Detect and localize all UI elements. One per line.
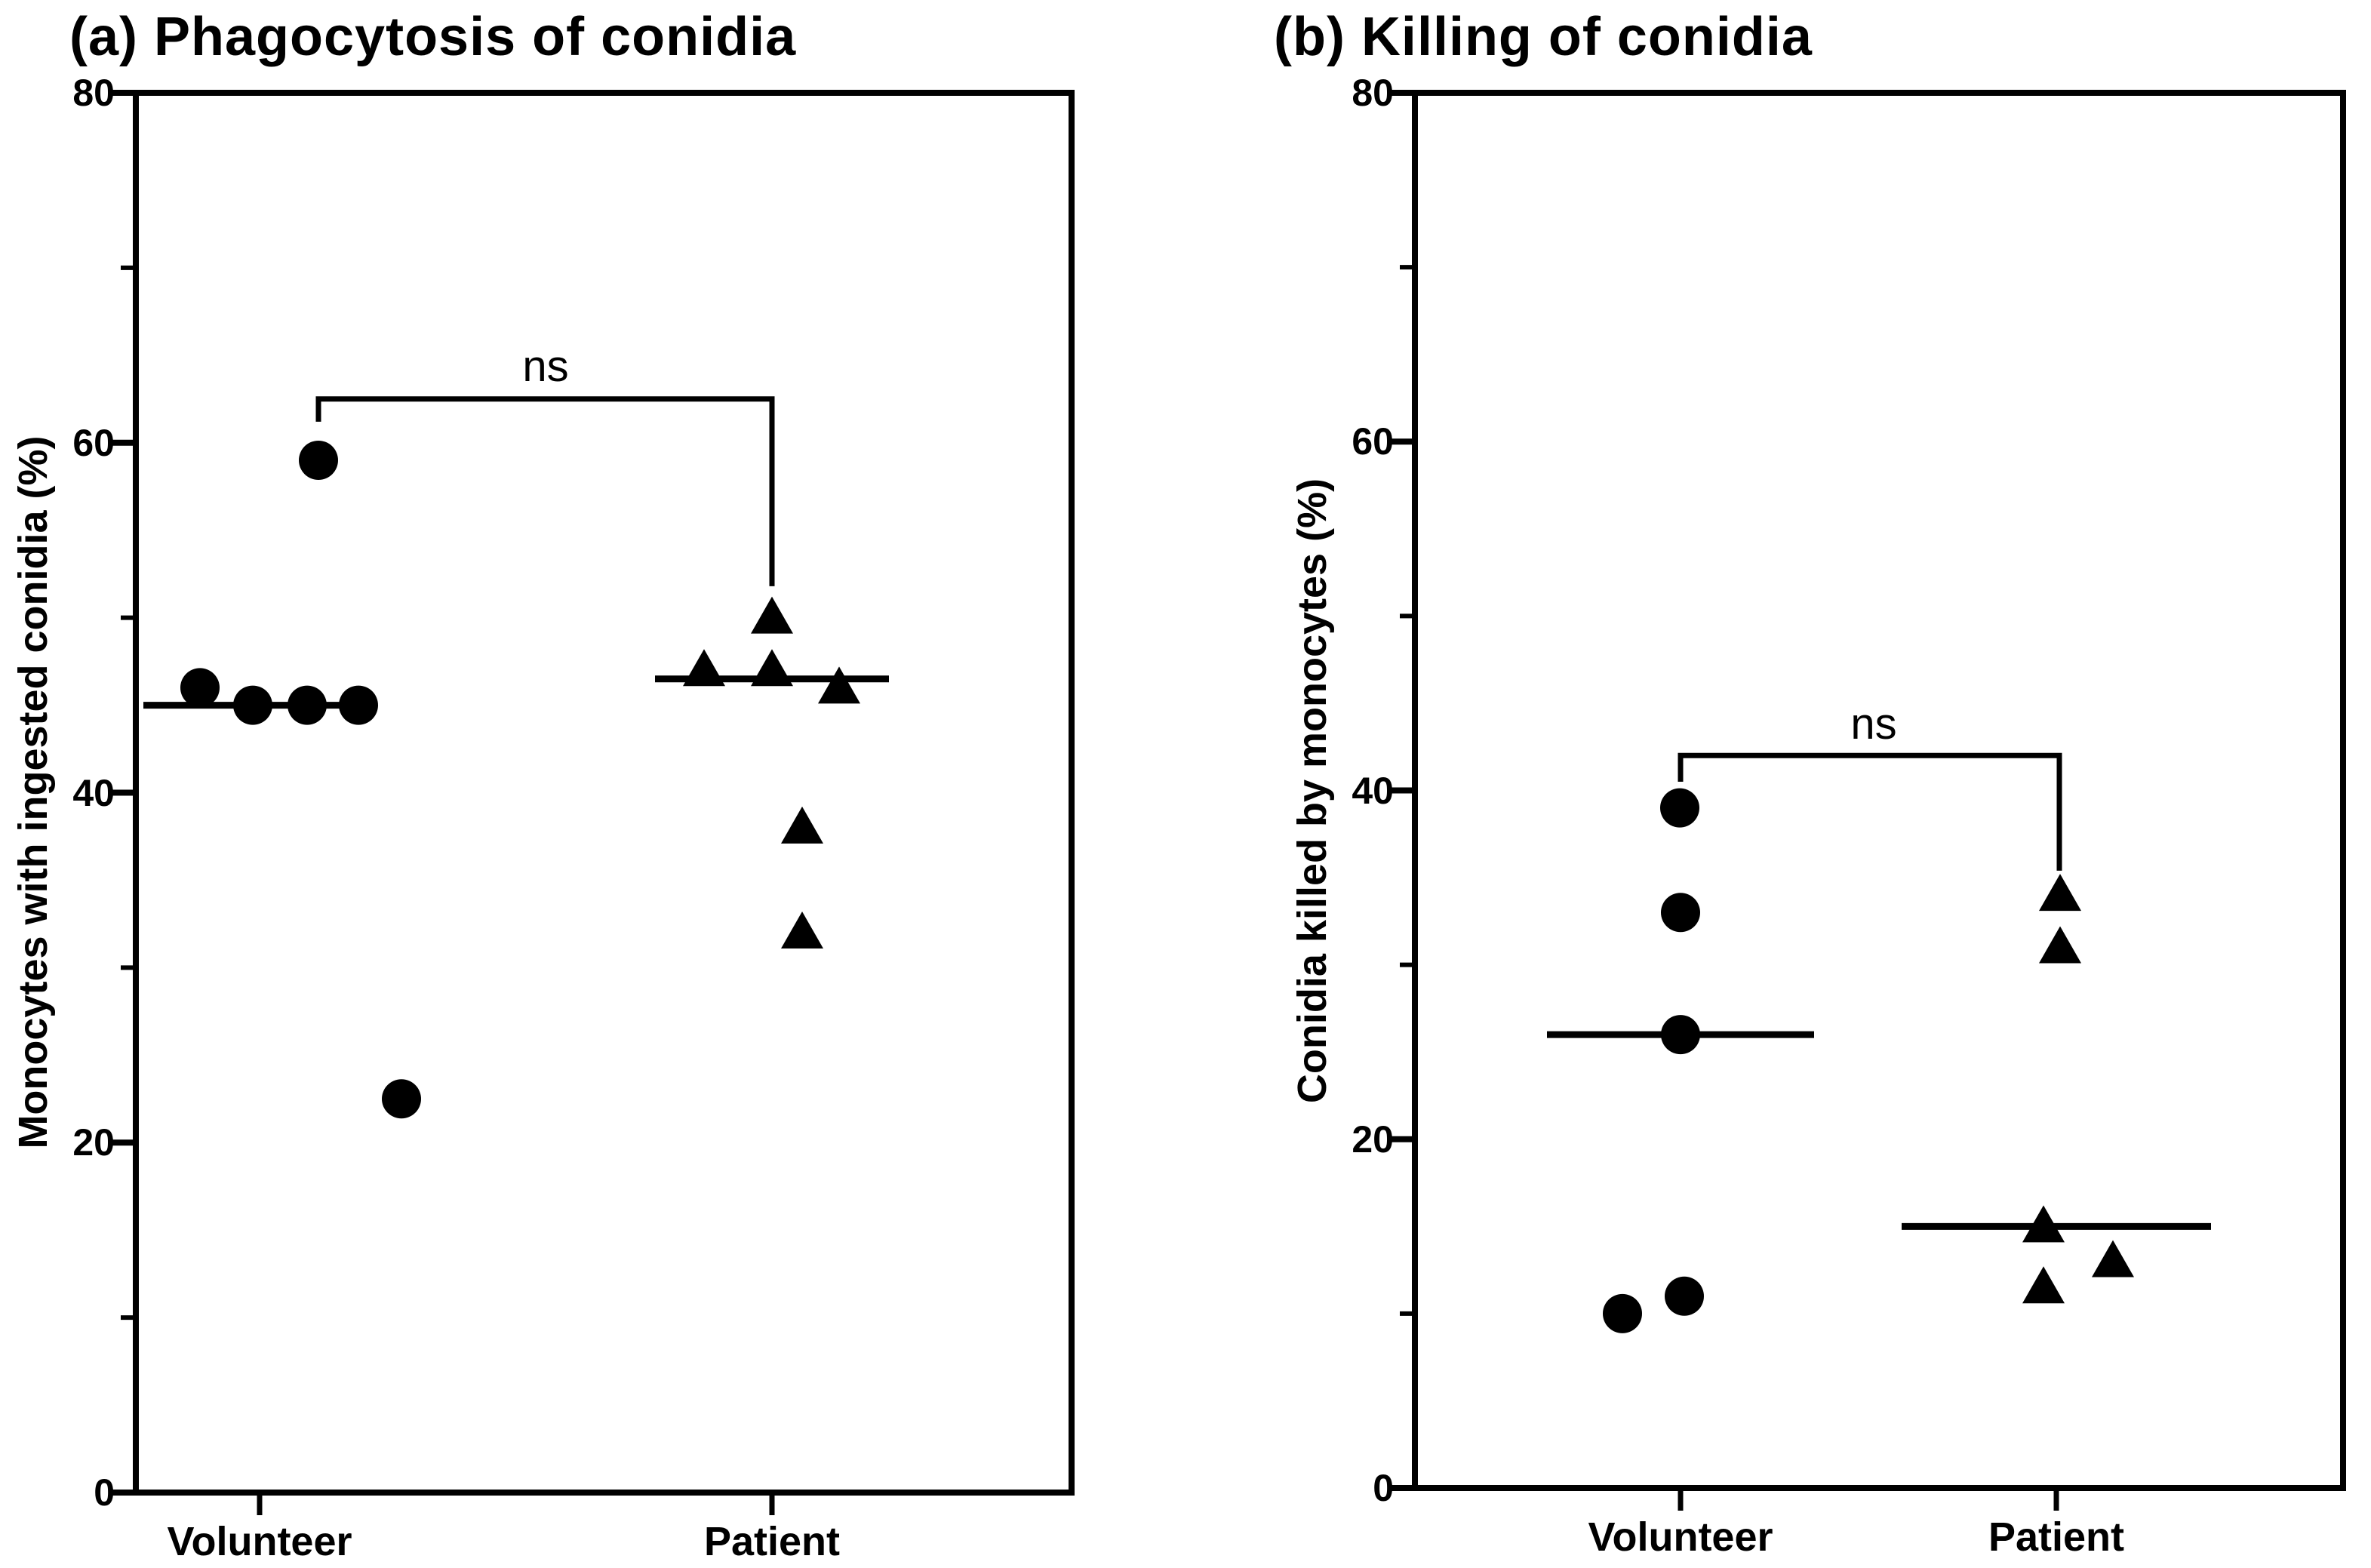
panel-a-category-label-patient: Patient: [703, 1519, 841, 1564]
panel-b-significance-label: ns: [1850, 699, 1897, 749]
data-point-circle: [1661, 1015, 1700, 1055]
data-point-circle: [233, 685, 272, 725]
y-axis-tick-label: 20: [72, 1121, 115, 1164]
data-point-triangle: [2039, 874, 2081, 912]
panel-b-category-label-patient: Patient: [1988, 1514, 2125, 1560]
data-point-triangle: [683, 649, 725, 687]
significance-bracket: [1678, 752, 2062, 871]
y-axis-tick-label: 0: [94, 1471, 115, 1514]
plot-frame-panel-a: [133, 90, 1075, 1496]
significance-bracket: [315, 396, 775, 586]
data-point-circle: [1665, 1276, 1704, 1316]
y-axis-tick-label: 20: [1352, 1118, 1394, 1161]
data-point-triangle: [781, 806, 823, 844]
data-point-circle: [1660, 788, 1699, 828]
data-point-circle: [288, 685, 327, 725]
data-point-triangle: [751, 649, 793, 687]
data-point-triangle: [818, 666, 860, 704]
y-axis-tick-label: 80: [72, 72, 115, 114]
data-point-triangle: [2092, 1240, 2134, 1277]
data-point-circle: [339, 685, 378, 725]
data-point-circle: [299, 440, 338, 480]
panel-a-category-label-volunteer: Volunteer: [167, 1519, 352, 1564]
y-axis-tick-label: 80: [1352, 72, 1394, 114]
data-point-triangle: [2039, 926, 2081, 964]
data-point-circle: [1661, 893, 1700, 933]
panel-a-significance-label: ns: [522, 342, 569, 391]
data-point-circle: [180, 668, 220, 708]
panel-a-title: (a) Phagocytosis of conidia: [69, 7, 797, 67]
data-point-circle: [1603, 1293, 1642, 1333]
data-point-triangle: [781, 912, 823, 948]
data-point-triangle: [751, 596, 793, 634]
plot-frame-panel-b: [1412, 90, 2346, 1491]
data-point-triangle: [2022, 1266, 2065, 1304]
data-point-circle: [382, 1079, 421, 1119]
panel-b-category-label-volunteer: Volunteer: [1588, 1514, 1773, 1560]
y-axis-tick-label: 0: [1373, 1467, 1394, 1509]
data-point-triangle: [2022, 1205, 2065, 1243]
y-axis-tick-label: 60: [1352, 420, 1394, 463]
y-axis-tick-label: 40: [1352, 769, 1394, 812]
panel-b-title: (b) Killing of conidia: [1274, 7, 1813, 67]
y-axis-tick-label: 60: [72, 421, 115, 464]
y-axis-tick-label: 40: [72, 771, 115, 814]
